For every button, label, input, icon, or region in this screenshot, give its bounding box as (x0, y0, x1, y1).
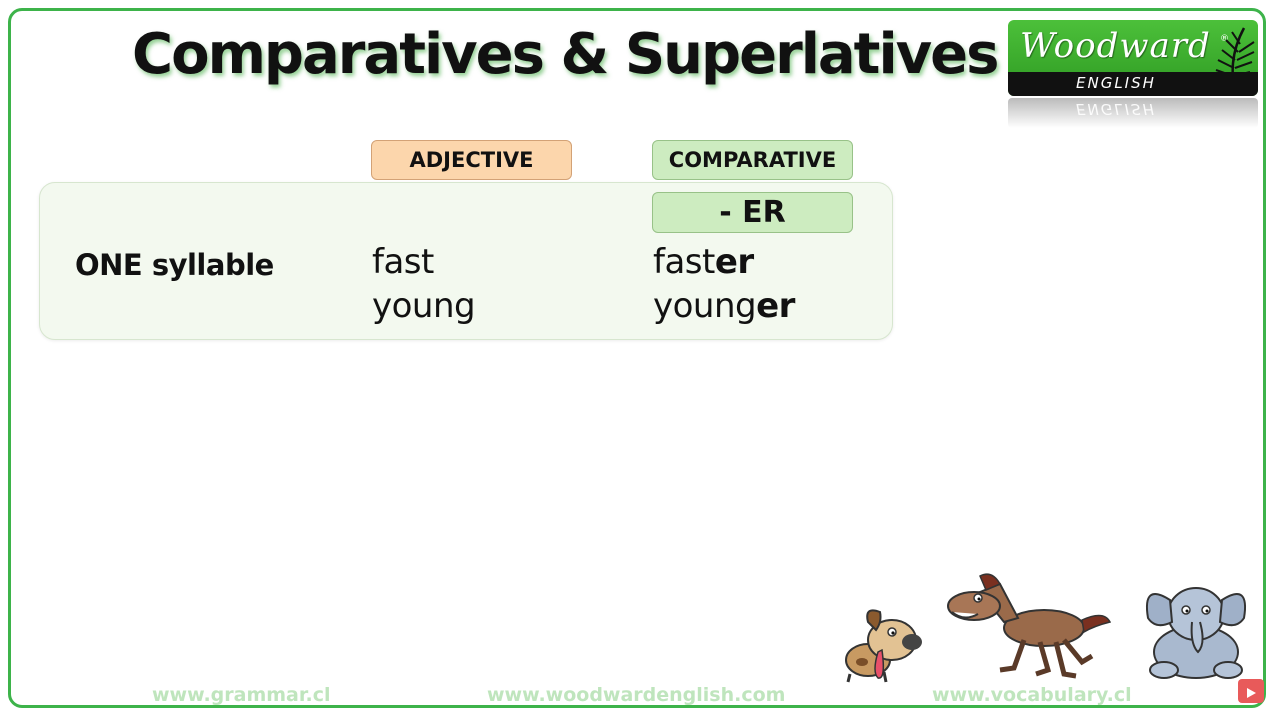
logo-reflection: ENGLISH (1008, 98, 1258, 128)
play-icon (1247, 688, 1256, 698)
horse-illustration (947, 573, 1112, 679)
logo-registered-mark: ® (1220, 34, 1229, 44)
er-rule-label: - ER (652, 192, 853, 233)
adjective-word: young (372, 286, 476, 326)
youtube-icon[interactable] (1238, 679, 1264, 703)
comparative-word: younger (653, 286, 795, 326)
comparative-stem: young (653, 286, 757, 326)
footer-link-vocabulary[interactable]: www.vocabulary.cl (932, 684, 1132, 706)
adjective-word: fast (372, 242, 434, 282)
comparative-word: faster (653, 242, 754, 282)
slide-frame (8, 8, 1266, 708)
comparative-stem: fast (653, 242, 715, 282)
slide-title: Comparatives & Superlatives (132, 22, 999, 87)
logo-brand: Woodward (1020, 26, 1211, 66)
comparative-suffix: er (714, 242, 754, 282)
adjective-header: ADJECTIVE (371, 140, 572, 180)
logo-reflection-text: ENGLISH (1076, 100, 1156, 118)
footer-link-woodwardenglish[interactable]: www.woodwardenglish.com (487, 684, 786, 706)
comparative-header: COMPARATIVE (652, 140, 853, 180)
logo-subtitle: ENGLISH (1076, 74, 1156, 92)
comparative-suffix: er (756, 286, 795, 326)
row-label-one-syllable: ONE syllable (75, 248, 274, 282)
elephant-illustration (1146, 587, 1246, 679)
footer-link-grammar[interactable]: www.grammar.cl (152, 684, 331, 706)
woodward-english-logo: Woodward ® ENGLISH (1008, 20, 1258, 96)
dog-illustration (845, 609, 922, 683)
logo-band (1008, 72, 1258, 96)
